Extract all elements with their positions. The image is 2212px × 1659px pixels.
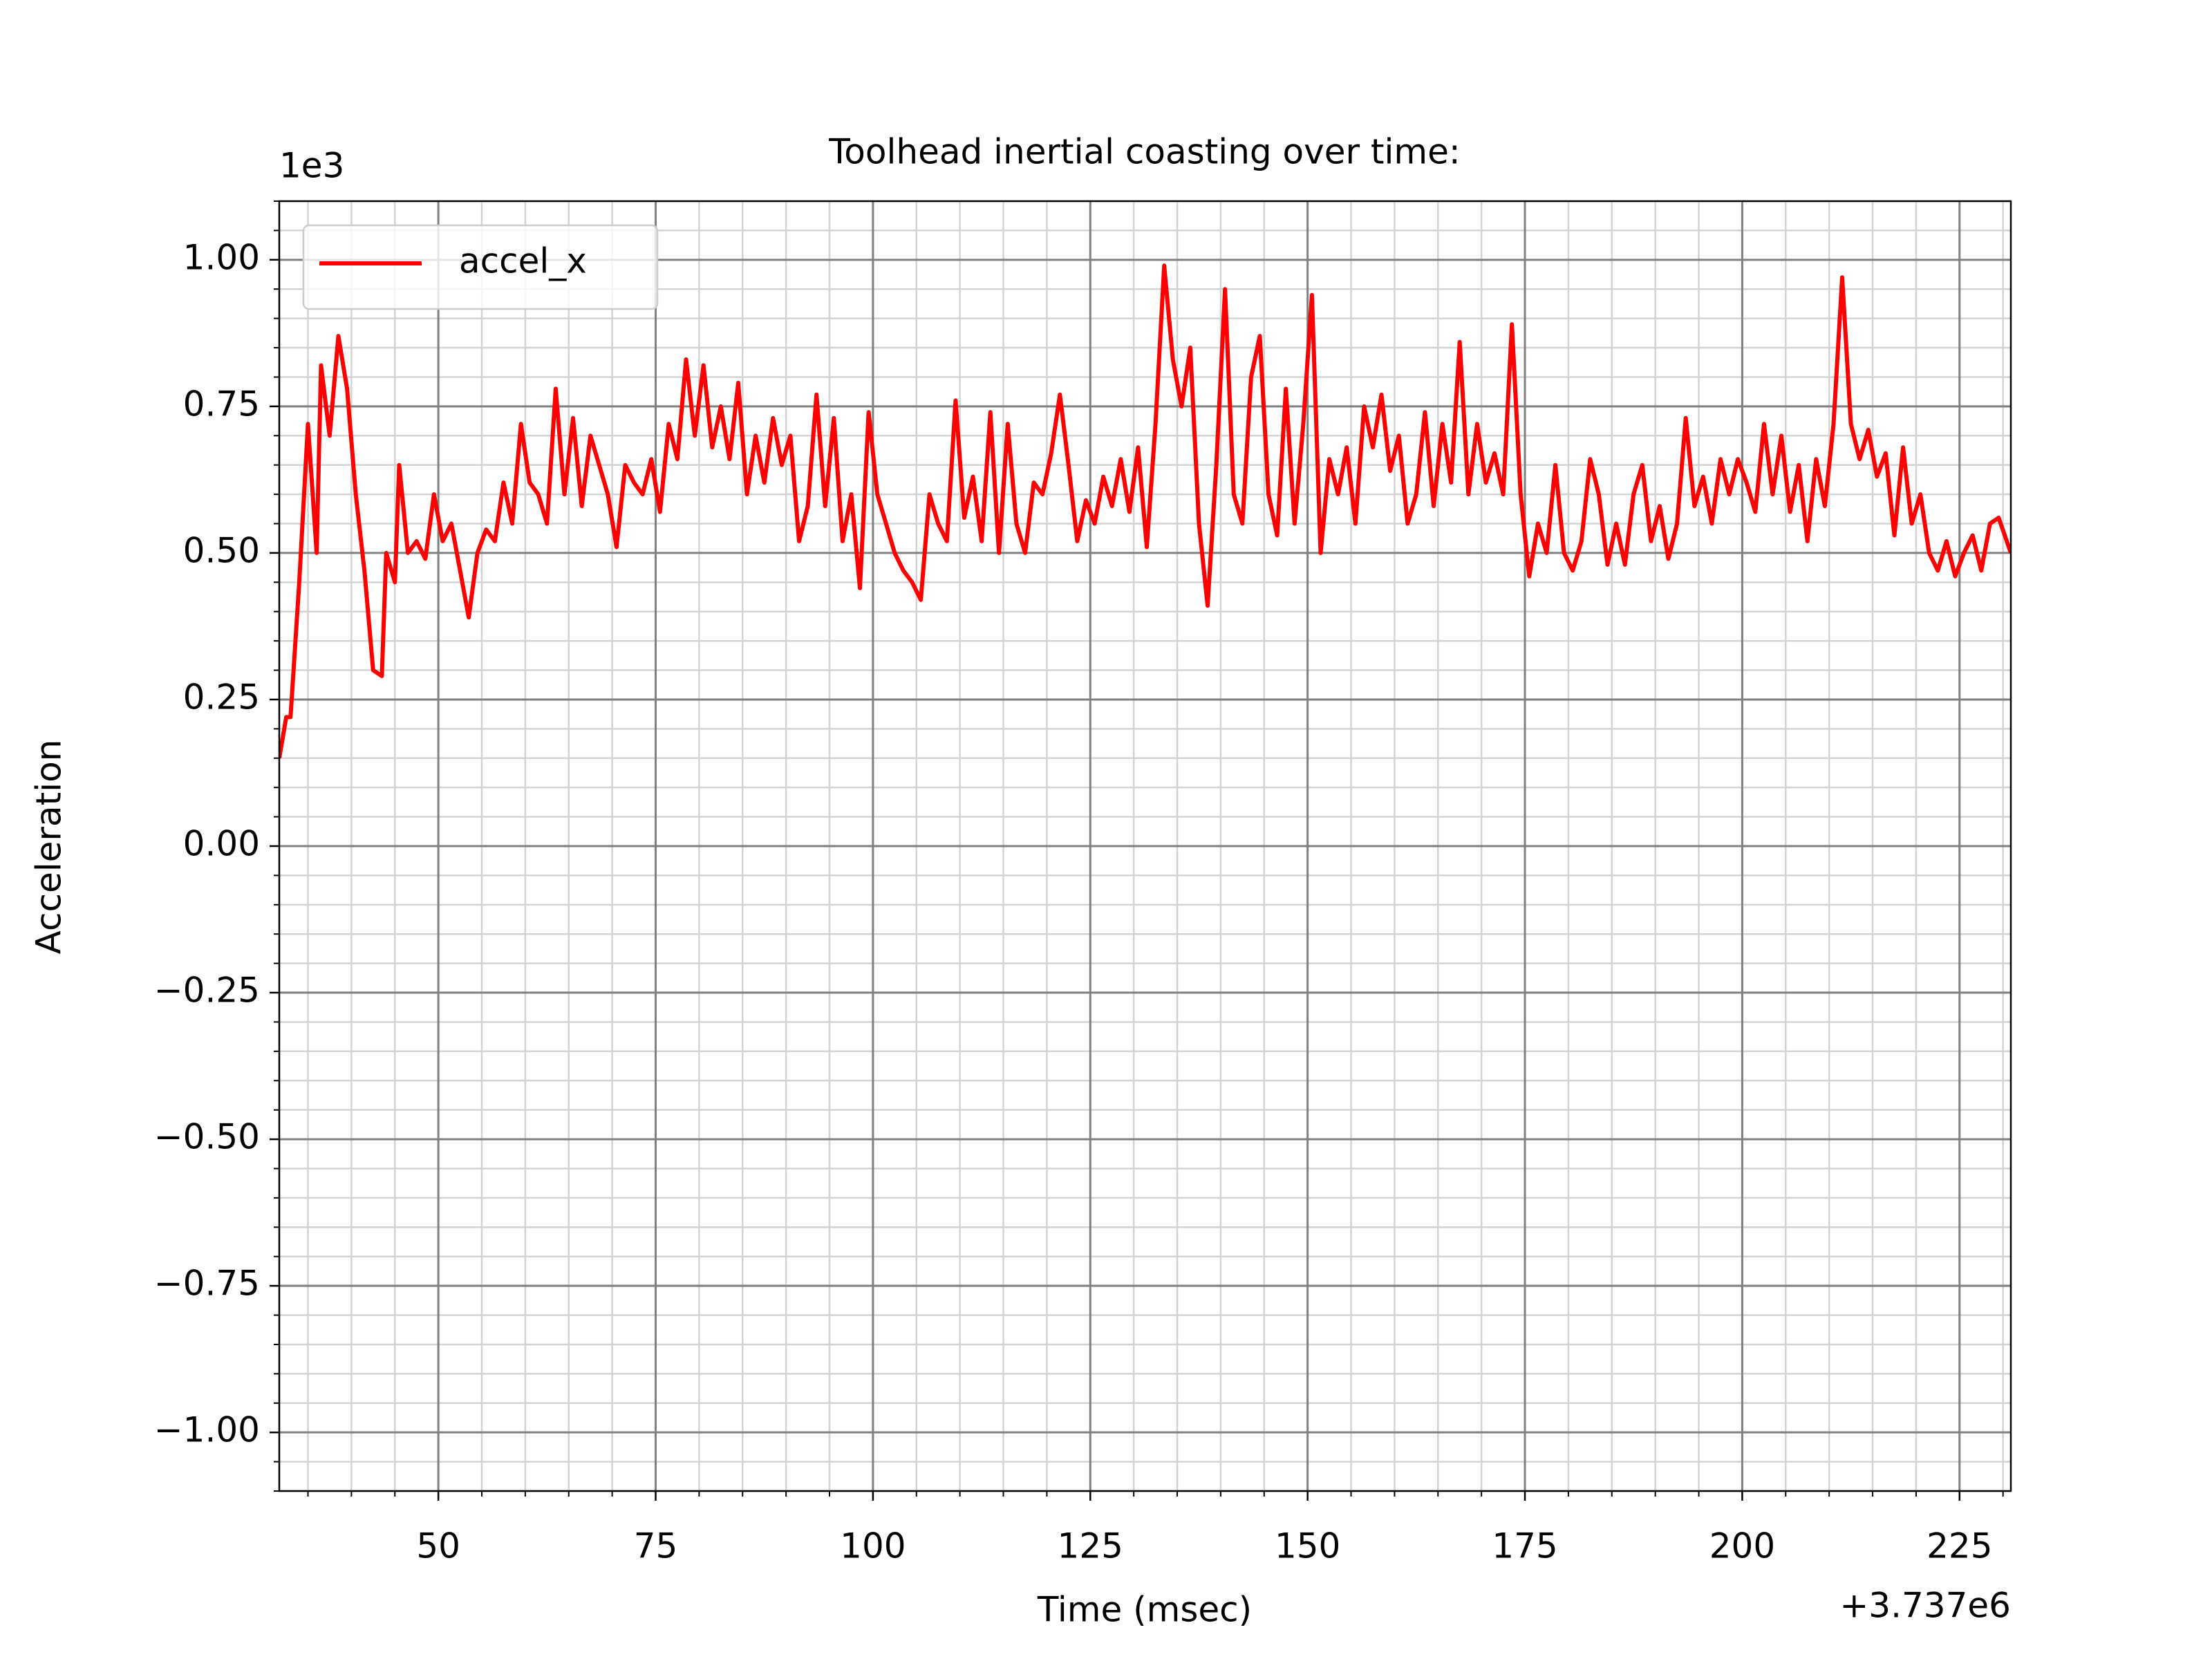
y-tick-label: 0.50 [183,530,260,570]
legend-box [302,224,659,310]
y-tick-label: −0.50 [154,1117,260,1157]
x-tick-label: 225 [1927,1526,1992,1566]
y-tick-label: −0.75 [154,1264,260,1304]
data-line [279,263,2011,759]
x-tick-label: 125 [1058,1526,1123,1566]
y-multiplier: 1e3 [279,146,344,186]
legend: accel_x [302,224,659,310]
y-tick-label: −1.00 [154,1410,260,1450]
plot-area [279,263,2011,759]
x-tick-label: 100 [840,1526,906,1566]
y-axis-label: Acceleration [29,740,69,955]
x-tick-label: 75 [634,1526,678,1566]
y-tick-label: 0.00 [183,824,260,864]
y-tick-label: −0.25 [154,971,260,1011]
y-tick-label: 0.25 [183,677,260,717]
x-tick-label: 150 [1275,1526,1340,1566]
y-tick-label: 0.75 [183,384,260,424]
x-tick-label: 50 [416,1526,460,1566]
x-axis-label: Time (msec) [1037,1590,1252,1630]
y-tick-label: 1.00 [183,237,260,277]
ticks: 50 75 100 125 150 175 200 225 −1.00 −0.75 −0.50 −0.… [154,200,2004,1566]
chart-title: Toolhead inertial coasting over time: [828,132,1460,172]
x-offset: +3.737e6 [1839,1586,2011,1626]
x-tick-label: 175 [1492,1526,1557,1566]
x-tick-label: 200 [1709,1526,1775,1566]
grid [279,200,2011,1492]
legend-label: accel_x [459,241,587,281]
